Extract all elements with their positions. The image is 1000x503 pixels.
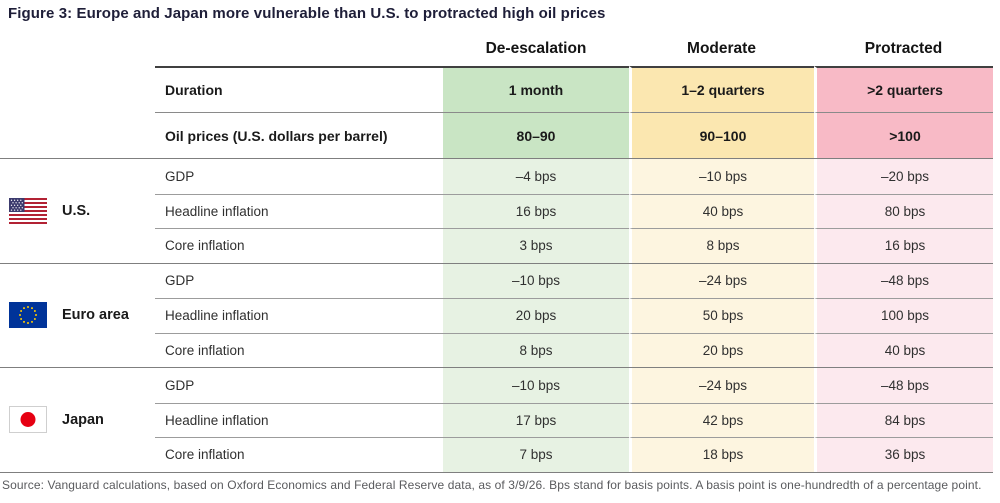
spacer <box>155 36 443 62</box>
region-name: Japan <box>62 411 104 428</box>
oil-prices-deescalation-cell: 80–90 <box>443 112 629 158</box>
metric-label: Core inflation <box>155 437 443 472</box>
scenario-definition-block: Duration 1 month 1–2 quarters >2 quarter… <box>0 66 993 158</box>
region-block-us: U.S. GDP –4 bps –10 bps –20 bps Headline… <box>0 158 993 263</box>
metric-label: Headline inflation <box>155 402 443 438</box>
oil-prices-protracted-cell: >100 <box>814 112 993 158</box>
table-bottom-rule <box>0 471 993 473</box>
value-cell: –20 bps <box>814 159 993 194</box>
value-cell: 18 bps <box>629 437 814 472</box>
duration-moderate-cell: 1–2 quarters <box>629 66 814 112</box>
value-cell: –48 bps <box>814 368 993 403</box>
value-cell: 3 bps <box>443 228 629 263</box>
value-cell: 36 bps <box>814 437 993 472</box>
value-cell: 50 bps <box>629 298 814 333</box>
us-flag-icon <box>9 197 47 224</box>
value-cell: 8 bps <box>629 228 814 263</box>
japan-flag-icon <box>9 406 47 434</box>
value-cell: 40 bps <box>814 332 993 367</box>
scenario-header-protracted: Protracted <box>864 40 943 57</box>
oil-prices-row-label: Oil prices (U.S. dollars per barrel) <box>155 112 443 158</box>
value-cell: 7 bps <box>443 437 629 472</box>
value-cell: 8 bps <box>443 332 629 367</box>
metric-label: Headline inflation <box>155 193 443 229</box>
value-cell: 100 bps <box>814 298 993 333</box>
duration-deescalation-cell: 1 month <box>443 66 629 112</box>
value-cell: –24 bps <box>629 263 814 298</box>
metric-label: GDP <box>165 377 195 393</box>
region-name: U.S. <box>62 202 91 219</box>
value-cell: –48 bps <box>814 263 993 298</box>
region-block-euro-area: Euro area GDP –10 bps –24 bps –48 bps He… <box>0 262 993 368</box>
scenario-header-deescalation: De-escalation <box>485 40 587 57</box>
source-note: Source: Vanguard calculations, based on … <box>2 477 982 492</box>
figure-title: Figure 3: Europe and Japan more vulnerab… <box>8 5 606 22</box>
metric-label: GDP <box>165 273 195 289</box>
value-cell: 20 bps <box>629 332 814 367</box>
region-header-us: U.S. <box>0 159 155 263</box>
value-cell: 80 bps <box>814 193 993 228</box>
scenario-header-moderate: Moderate <box>687 40 756 57</box>
metric-label: Core inflation <box>155 332 443 368</box>
value-cell: 17 bps <box>443 402 629 437</box>
spacer <box>0 66 155 112</box>
value-cell: 20 bps <box>443 298 629 333</box>
metric-label: Core inflation <box>155 228 443 263</box>
duration-row-label: Duration <box>155 66 443 112</box>
spacer <box>0 112 155 158</box>
oil-prices-moderate-cell: 90–100 <box>629 112 814 158</box>
spacer <box>0 36 155 62</box>
region-block-japan: Japan GDP –10 bps –24 bps –48 bps Headli… <box>0 367 993 472</box>
scenario-header-row: De-escalation Moderate Protracted <box>0 36 993 66</box>
region-header-euro-area: Euro area <box>0 264 155 368</box>
value-cell: 16 bps <box>814 228 993 263</box>
region-name: Euro area <box>62 307 129 324</box>
value-cell: –24 bps <box>629 368 814 403</box>
value-cell: –10 bps <box>629 159 814 194</box>
value-cell: –4 bps <box>443 159 629 194</box>
region-header-japan: Japan <box>0 368 155 472</box>
value-cell: 40 bps <box>629 193 814 228</box>
value-cell: 84 bps <box>814 402 993 437</box>
value-cell: 16 bps <box>443 193 629 228</box>
value-cell: 42 bps <box>629 402 814 437</box>
value-cell: –10 bps <box>443 368 629 403</box>
eu-flag-icon <box>9 302 47 329</box>
value-cell: –10 bps <box>443 263 629 298</box>
metric-label: Headline inflation <box>155 298 443 333</box>
metric-label: GDP <box>165 168 195 184</box>
duration-protracted-cell: >2 quarters <box>814 66 993 112</box>
